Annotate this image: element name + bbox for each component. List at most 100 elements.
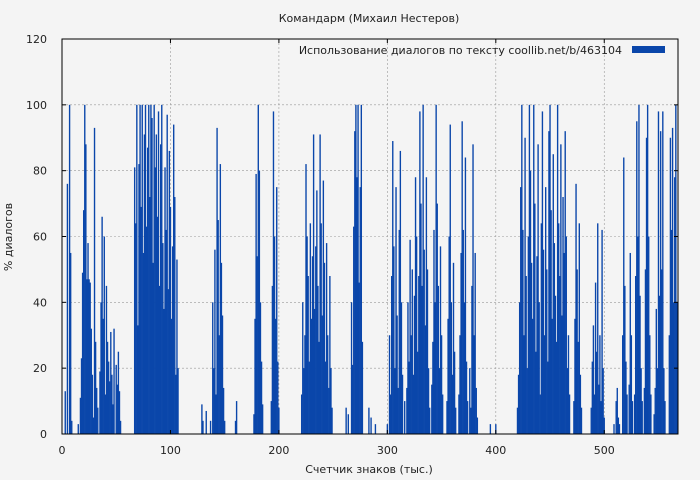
bar bbox=[539, 394, 541, 434]
bar bbox=[433, 229, 435, 434]
bar bbox=[427, 368, 430, 434]
bar bbox=[404, 401, 406, 434]
bar bbox=[435, 104, 437, 434]
bar bbox=[640, 368, 642, 434]
bar bbox=[174, 197, 176, 434]
bar bbox=[368, 407, 370, 434]
bar bbox=[432, 341, 434, 434]
bar bbox=[542, 249, 545, 434]
bar bbox=[558, 223, 560, 434]
bar bbox=[658, 295, 661, 434]
bar bbox=[101, 216, 103, 434]
bar bbox=[111, 374, 113, 434]
bar bbox=[276, 187, 278, 435]
bar bbox=[643, 387, 646, 434]
bar bbox=[561, 315, 563, 434]
bar bbox=[317, 285, 319, 435]
bar bbox=[102, 318, 104, 434]
bar bbox=[663, 368, 665, 434]
bar bbox=[578, 223, 580, 434]
bar bbox=[92, 417, 95, 434]
bar bbox=[449, 124, 451, 434]
bar bbox=[277, 361, 279, 434]
bar bbox=[274, 318, 277, 434]
x-tick-label: 100 bbox=[160, 444, 181, 457]
bar bbox=[135, 223, 137, 434]
bar bbox=[176, 259, 178, 434]
bar bbox=[270, 401, 272, 434]
bar bbox=[630, 335, 633, 434]
bar bbox=[141, 104, 143, 434]
bar bbox=[574, 318, 576, 434]
bar bbox=[162, 243, 164, 434]
bar bbox=[234, 420, 237, 434]
bar bbox=[139, 104, 141, 434]
bar bbox=[593, 394, 596, 434]
bar bbox=[303, 368, 305, 434]
bar bbox=[556, 104, 559, 434]
bar bbox=[628, 384, 630, 435]
bar bbox=[659, 131, 662, 435]
bar bbox=[115, 364, 117, 435]
bar bbox=[392, 141, 394, 435]
bar bbox=[149, 197, 151, 434]
bar bbox=[81, 272, 84, 434]
bar bbox=[161, 104, 163, 434]
bar bbox=[411, 269, 413, 434]
bar bbox=[345, 407, 347, 434]
bar bbox=[85, 144, 87, 434]
bar bbox=[258, 170, 261, 435]
bar bbox=[473, 335, 475, 434]
bar bbox=[170, 318, 173, 434]
bar bbox=[360, 104, 363, 434]
bar bbox=[446, 401, 448, 434]
bar bbox=[631, 401, 634, 434]
bar bbox=[96, 387, 98, 434]
bar bbox=[209, 420, 212, 434]
bar-series bbox=[64, 104, 678, 435]
bar bbox=[563, 252, 565, 434]
bar bbox=[300, 394, 303, 434]
bar bbox=[257, 104, 259, 434]
bar bbox=[565, 236, 567, 434]
bar bbox=[656, 368, 659, 434]
bar bbox=[592, 325, 595, 435]
bar bbox=[664, 401, 666, 434]
bar bbox=[516, 407, 519, 434]
bar bbox=[552, 154, 554, 434]
bar bbox=[577, 341, 579, 434]
bar bbox=[167, 289, 169, 434]
bar bbox=[330, 368, 332, 434]
bar bbox=[396, 315, 398, 434]
bar bbox=[164, 167, 166, 435]
bar bbox=[460, 252, 462, 434]
bar bbox=[166, 114, 168, 435]
y-tick-label: 120 bbox=[26, 33, 47, 46]
bar bbox=[597, 223, 599, 434]
bar bbox=[260, 361, 263, 434]
bar bbox=[235, 401, 238, 434]
bar bbox=[151, 118, 153, 434]
bar bbox=[564, 131, 566, 435]
bar bbox=[636, 121, 638, 434]
bar bbox=[318, 341, 320, 434]
bar bbox=[595, 351, 598, 434]
bar bbox=[69, 252, 72, 434]
bar bbox=[465, 361, 468, 434]
bar bbox=[545, 187, 547, 435]
bar bbox=[311, 256, 314, 434]
bar bbox=[648, 236, 650, 434]
bar bbox=[471, 285, 473, 435]
bar bbox=[463, 302, 466, 434]
bar bbox=[331, 407, 333, 434]
bar bbox=[601, 229, 603, 434]
bar bbox=[489, 424, 492, 435]
bar bbox=[466, 401, 469, 434]
bar bbox=[322, 180, 325, 434]
bar bbox=[347, 414, 349, 434]
bar bbox=[599, 335, 601, 434]
bar bbox=[554, 295, 557, 434]
bar bbox=[436, 203, 438, 434]
bar bbox=[624, 285, 626, 435]
bar bbox=[576, 269, 578, 434]
